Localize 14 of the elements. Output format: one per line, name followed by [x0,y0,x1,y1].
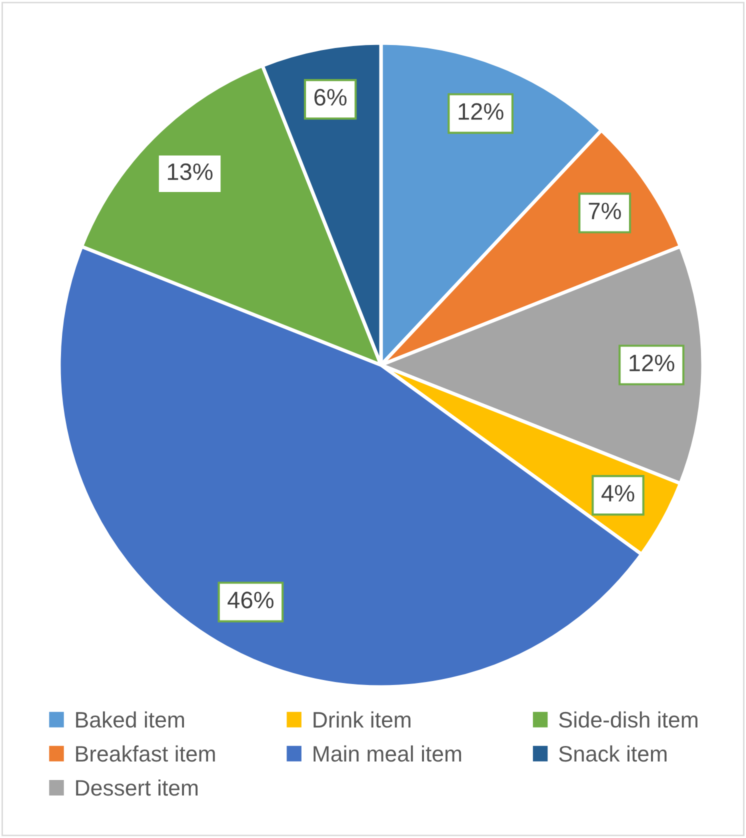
legend-label: Main meal item [314,745,462,762]
data-label: 7% [588,202,621,220]
data-label: 4% [602,485,634,502]
legend-label: Baked item [76,711,184,728]
data-label: 6% [314,88,347,106]
data-label: 13% [168,163,213,180]
legend-label: Side-dish item [559,711,698,728]
legend-label: Snack item [559,745,667,762]
data-label: 12% [458,103,504,120]
legend-label: Breakfast item [76,745,215,762]
data-label: 12% [630,354,674,372]
legend-label: Drink item [314,711,410,728]
data-label: 46% [228,592,274,608]
legend-label: Dessert item [76,779,198,796]
